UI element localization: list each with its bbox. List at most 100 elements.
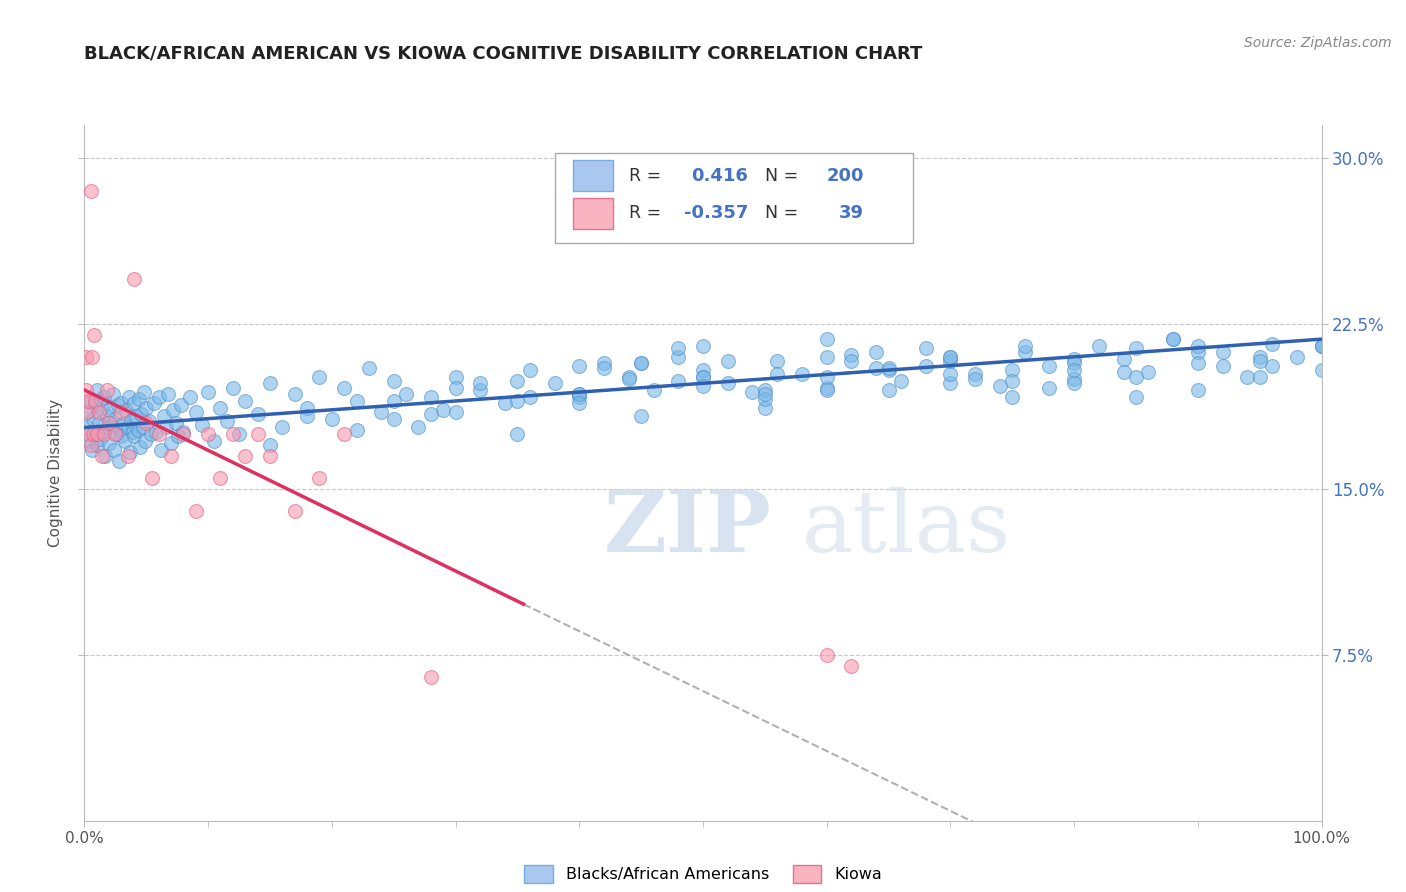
Point bbox=[86, 438, 108, 452]
Point bbox=[160, 449, 183, 463]
Point bbox=[129, 441, 152, 455]
Point bbox=[408, 420, 430, 434]
FancyBboxPatch shape bbox=[554, 153, 914, 244]
Point bbox=[877, 360, 900, 375]
Point bbox=[77, 394, 100, 409]
Point bbox=[148, 427, 170, 442]
Point bbox=[94, 449, 117, 463]
Point bbox=[197, 385, 219, 400]
Point bbox=[79, 434, 101, 448]
Point bbox=[107, 398, 129, 412]
Point bbox=[134, 434, 156, 448]
Point bbox=[80, 442, 103, 457]
Point bbox=[666, 350, 689, 364]
Point bbox=[1063, 363, 1085, 377]
Point bbox=[209, 471, 232, 485]
Point bbox=[93, 427, 115, 442]
Point bbox=[125, 409, 148, 424]
Point bbox=[191, 418, 214, 433]
Point bbox=[209, 401, 232, 415]
Point bbox=[79, 184, 101, 198]
Point bbox=[222, 381, 245, 395]
Point bbox=[914, 359, 936, 373]
Point bbox=[129, 407, 152, 421]
Point bbox=[233, 449, 256, 463]
Point bbox=[1261, 359, 1284, 373]
Point bbox=[127, 423, 149, 437]
Point bbox=[118, 390, 141, 404]
Point bbox=[692, 378, 714, 392]
Text: BLACK/AFRICAN AMERICAN VS KIOWA COGNITIVE DISABILITY CORRELATION CHART: BLACK/AFRICAN AMERICAN VS KIOWA COGNITIV… bbox=[84, 45, 922, 62]
Point bbox=[630, 409, 652, 424]
Point bbox=[165, 416, 187, 430]
Point bbox=[141, 471, 163, 485]
Point bbox=[432, 402, 454, 417]
Point bbox=[1161, 332, 1184, 346]
Point bbox=[815, 383, 838, 397]
Point bbox=[1063, 372, 1085, 386]
Point bbox=[841, 354, 863, 368]
Point bbox=[104, 411, 127, 425]
Point bbox=[346, 394, 368, 409]
Point bbox=[815, 381, 838, 395]
Point bbox=[1261, 336, 1284, 351]
Point bbox=[382, 411, 405, 425]
Point bbox=[1112, 365, 1135, 379]
Point bbox=[1310, 339, 1333, 353]
Point bbox=[741, 385, 763, 400]
Point bbox=[519, 390, 541, 404]
Point bbox=[717, 354, 740, 368]
Point bbox=[82, 427, 104, 442]
Point bbox=[104, 427, 127, 442]
Point bbox=[131, 420, 153, 434]
Point bbox=[89, 405, 111, 419]
Point bbox=[877, 383, 900, 397]
Point bbox=[939, 376, 962, 391]
Point bbox=[97, 420, 120, 434]
Point bbox=[80, 350, 103, 364]
Point bbox=[295, 409, 318, 424]
Point bbox=[1063, 376, 1085, 391]
Point bbox=[112, 416, 135, 430]
Point bbox=[506, 394, 529, 409]
Text: R =: R = bbox=[628, 204, 661, 222]
Point bbox=[754, 401, 776, 415]
Point bbox=[75, 350, 97, 364]
Point bbox=[101, 387, 124, 401]
Point bbox=[1187, 356, 1209, 370]
Bar bbox=[574, 198, 613, 229]
Point bbox=[145, 425, 167, 439]
Point bbox=[128, 392, 150, 406]
Point bbox=[76, 405, 98, 419]
Text: N =: N = bbox=[765, 204, 799, 222]
Point bbox=[172, 425, 194, 439]
Point bbox=[1137, 365, 1160, 379]
Point bbox=[110, 429, 132, 443]
Point bbox=[184, 405, 207, 419]
Point bbox=[1001, 390, 1024, 404]
Point bbox=[815, 332, 838, 346]
Point bbox=[1310, 339, 1333, 353]
Point bbox=[1249, 350, 1271, 364]
Point bbox=[593, 356, 616, 370]
Point bbox=[1249, 369, 1271, 384]
Point bbox=[754, 392, 776, 406]
Point bbox=[692, 369, 714, 384]
Text: 200: 200 bbox=[827, 167, 865, 185]
Point bbox=[170, 398, 193, 412]
Point bbox=[259, 438, 281, 452]
Point bbox=[84, 394, 107, 409]
Point bbox=[419, 407, 441, 421]
Point bbox=[939, 350, 962, 364]
Point bbox=[86, 383, 108, 397]
Point bbox=[865, 360, 887, 375]
Point bbox=[470, 376, 492, 391]
Point bbox=[815, 648, 838, 662]
Point bbox=[841, 659, 863, 673]
Point bbox=[295, 401, 318, 415]
Point bbox=[100, 418, 122, 433]
Point bbox=[115, 402, 138, 417]
Point bbox=[308, 471, 330, 485]
Text: Source: ZipAtlas.com: Source: ZipAtlas.com bbox=[1244, 36, 1392, 50]
Point bbox=[543, 376, 565, 391]
